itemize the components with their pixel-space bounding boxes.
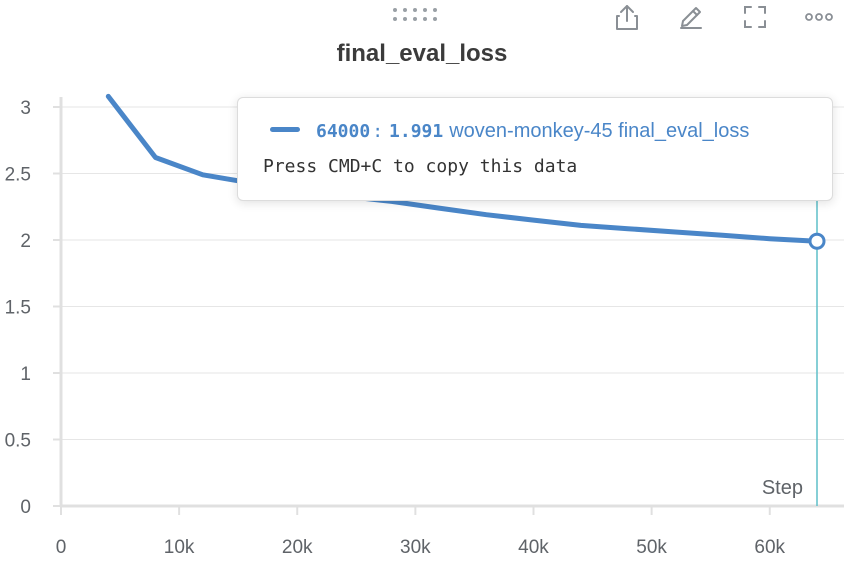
x-tick-label: 40k bbox=[518, 537, 549, 558]
y-tick-label: 1.5 bbox=[5, 298, 31, 319]
drag-handle-icon[interactable] bbox=[393, 8, 441, 26]
y-tick-label: 1 bbox=[20, 364, 31, 385]
tooltip-colon: : bbox=[372, 121, 384, 142]
more-options-icon[interactable] bbox=[804, 2, 834, 32]
x-tick-label: 60k bbox=[754, 537, 785, 558]
tooltip-copy-hint: Press CMD+C to copy this data bbox=[263, 156, 578, 177]
x-tick-label: 20k bbox=[282, 537, 313, 558]
share-icon[interactable] bbox=[612, 2, 642, 32]
series-line bbox=[105, 93, 820, 244]
tooltip-run-name[interactable]: woven-monkey-45 final_eval_loss bbox=[449, 120, 750, 142]
y-tick-label: 0 bbox=[20, 497, 31, 518]
x-axis-label: Step bbox=[762, 477, 803, 499]
edit-icon[interactable] bbox=[676, 2, 706, 32]
x-tick-label: 10k bbox=[164, 537, 195, 558]
tooltip-value: 1.991 bbox=[389, 121, 444, 142]
y-tick-label: 3 bbox=[20, 98, 31, 119]
y-tick-label: 0.5 bbox=[5, 431, 31, 452]
y-tick-label: 2 bbox=[20, 231, 31, 252]
fullscreen-icon[interactable] bbox=[740, 2, 770, 32]
series-swatch bbox=[270, 127, 300, 133]
hover-tooltip: 64000:1.991 woven-monkey-45 final_eval_lo… bbox=[237, 97, 833, 201]
x-tick-label: 30k bbox=[400, 537, 431, 558]
tooltip-series-row: 64000:1.991 woven-monkey-45 final_eval_lo… bbox=[270, 120, 749, 143]
x-tick-label: 0 bbox=[56, 537, 67, 558]
hover-point-marker bbox=[808, 232, 826, 250]
chart-title: final_eval_loss bbox=[336, 40, 508, 67]
x-tick-label: 50k bbox=[636, 537, 667, 558]
tooltip-step: 64000 bbox=[316, 121, 371, 142]
y-tick-label: 2.5 bbox=[5, 165, 31, 186]
